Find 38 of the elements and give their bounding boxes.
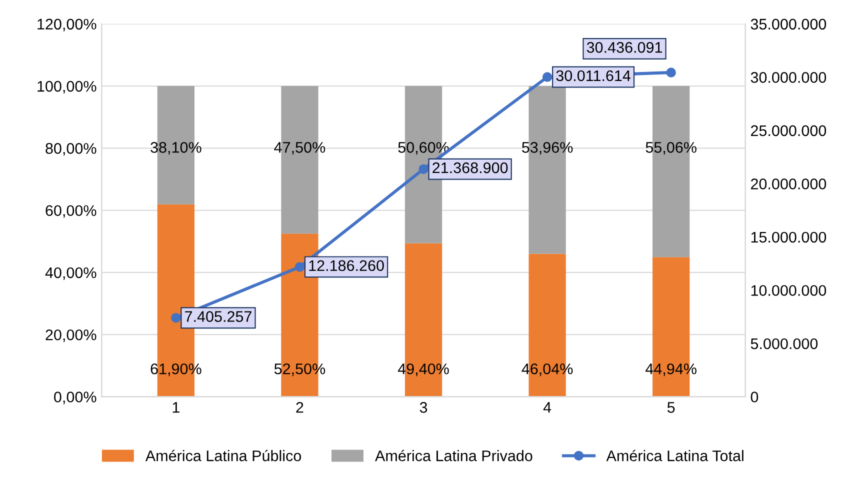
point — [418, 164, 428, 174]
data-label: 53,96% — [522, 142, 573, 155]
x-tick-label: 3 — [420, 402, 428, 413]
y2-tick-label: 20.000.000 — [750, 178, 826, 190]
y-tick-label: 80,00% — [46, 143, 96, 156]
legend-label: América Latina Público — [145, 450, 302, 462]
data-label: 38,10% — [150, 142, 202, 155]
data-label: 21.368.900 — [432, 162, 508, 174]
x-tick-label: 1 — [172, 402, 180, 413]
y-tick-label: 60,00% — [46, 205, 96, 218]
y-tick-label: 120,00% — [38, 18, 96, 32]
y2-tick-label: 10.000.000 — [751, 285, 826, 296]
y2-tick-label: 0 — [750, 392, 758, 402]
y2-tick-label: 15.000.000 — [751, 232, 826, 243]
x-tick-label: 5 — [667, 402, 675, 413]
data-label: 7.405.257 — [185, 311, 252, 322]
point — [171, 312, 181, 323]
y2-tick-label: 25.000.000 — [750, 125, 826, 136]
legend-label: América Latina Total — [606, 450, 744, 462]
point — [666, 68, 676, 78]
data-label: 12.186.260 — [309, 260, 384, 272]
y-tick-label: 40,00% — [45, 267, 96, 280]
x-tick-label: 2 — [296, 402, 304, 413]
data-label: 30.011.614 — [556, 70, 631, 82]
y-tick-label: 100,00% — [38, 80, 96, 94]
point — [542, 72, 552, 82]
data-label: 47,50% — [274, 142, 326, 155]
legend-label: América Latina Privado — [375, 450, 532, 462]
point — [294, 262, 305, 272]
y-tick-label: 0,00% — [54, 392, 96, 404]
y2-tick-label: 35.000.000 — [750, 18, 826, 30]
y2-tick-label: 30.000.000 — [750, 72, 826, 83]
data-label: 50,60% — [398, 142, 449, 155]
y-tick-label: 20,00% — [46, 329, 96, 342]
data-label: 30.436.091 — [586, 42, 662, 53]
y2-tick-label: 5.000.000 — [750, 338, 818, 350]
x-tick-label: 4 — [543, 402, 552, 413]
data-label: 55,06% — [646, 142, 696, 155]
